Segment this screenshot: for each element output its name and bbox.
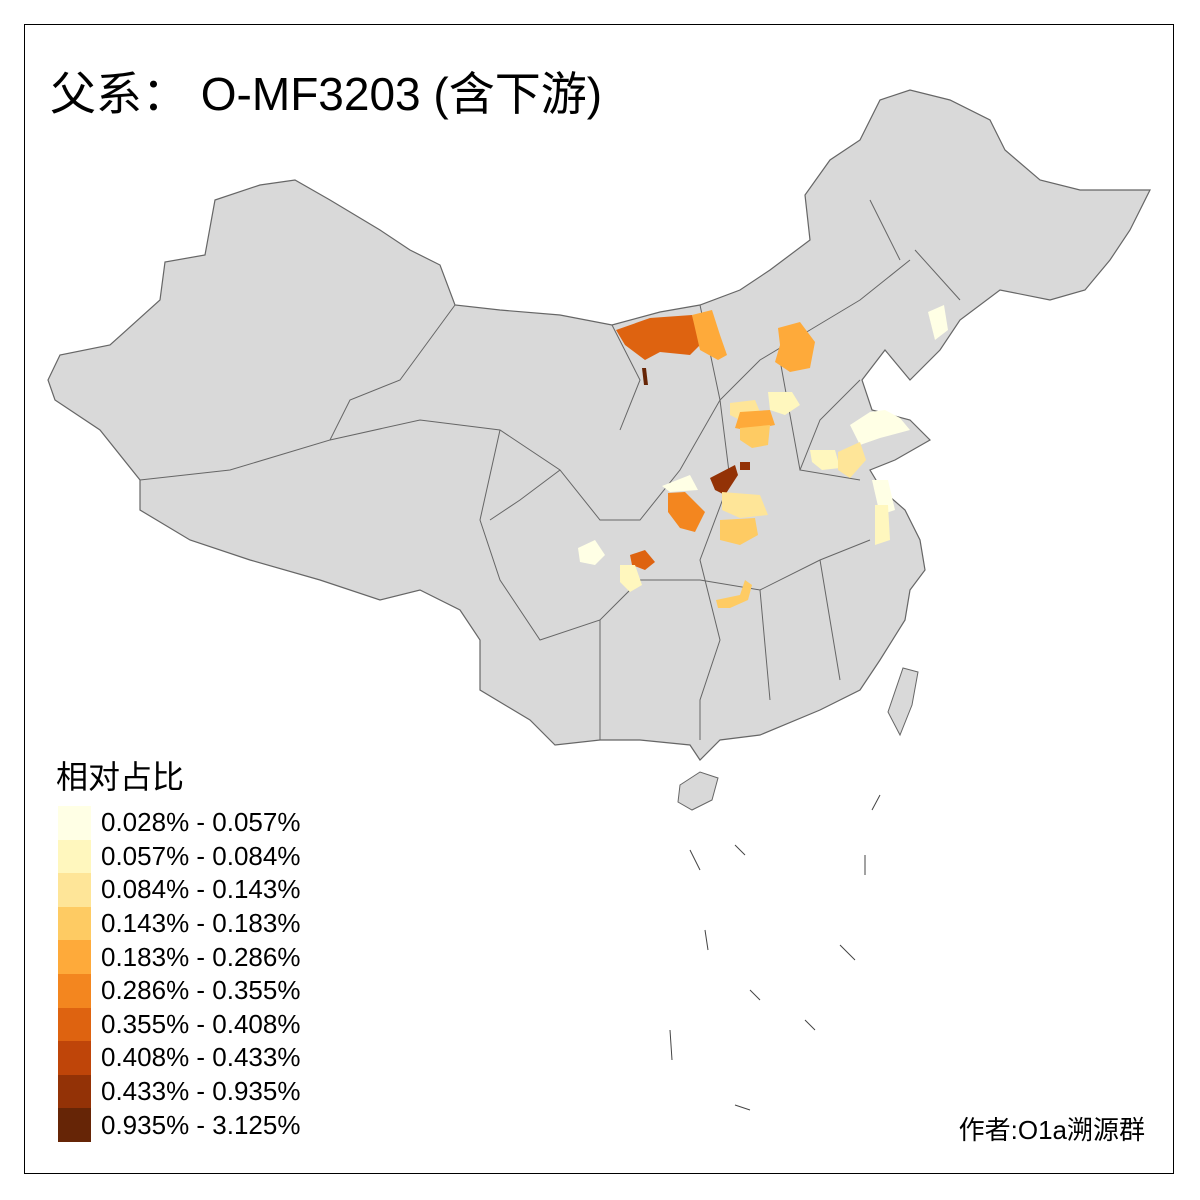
legend-label: 0.408% - 0.433% xyxy=(101,1042,301,1073)
map-title: 父系： O-MF3203 (含下游) xyxy=(50,68,603,120)
region-shape xyxy=(875,505,890,545)
region-shape xyxy=(928,305,948,340)
legend-swatch xyxy=(58,1074,91,1109)
region-shape xyxy=(768,392,800,415)
region-shape xyxy=(692,310,727,360)
region-shape xyxy=(662,475,698,492)
region-shape xyxy=(872,480,895,515)
region-shape xyxy=(775,322,815,372)
region-shape xyxy=(810,450,840,470)
region-shape xyxy=(838,442,866,478)
region-shape xyxy=(578,540,605,565)
legend-swatch xyxy=(58,839,91,874)
legend-swatch xyxy=(58,1108,91,1142)
legend-item: 0.143% - 0.183% xyxy=(58,906,301,941)
legend-swatch xyxy=(58,873,91,907)
legend-label: 0.084% - 0.143% xyxy=(101,874,301,905)
legend-label: 0.355% - 0.408% xyxy=(101,1008,301,1039)
taiwan-island xyxy=(887,667,919,737)
legend-label: 0.028% - 0.057% xyxy=(101,807,301,838)
legend-swatch xyxy=(58,973,91,1008)
plot-frame xyxy=(24,24,1174,1174)
legend-label: 0.935% - 3.125% xyxy=(101,1109,301,1140)
region-shape xyxy=(722,492,768,518)
legend: 0.028% - 0.057% 0.057% - 0.084% 0.084% - 0… xyxy=(58,806,300,1142)
region-shape xyxy=(668,492,705,532)
legend-item: 0.408% - 0.433% xyxy=(58,1041,300,1075)
legend-label: 0.057% - 0.084% xyxy=(101,840,301,871)
legend-item: 0.084% - 0.143% xyxy=(58,873,300,907)
legend-item: 0.028% - 0.057% xyxy=(58,806,300,840)
region-shape xyxy=(616,315,700,360)
legend-swatch xyxy=(58,1041,91,1075)
region-shape xyxy=(850,410,910,445)
legend-label: 0.433% - 0.935% xyxy=(101,1076,301,1107)
region-shape xyxy=(642,368,648,385)
china-mainland xyxy=(47,89,1151,761)
legend-title: 相对占比 xyxy=(56,759,185,795)
legend-swatch xyxy=(58,906,91,941)
region-shape xyxy=(620,565,642,592)
legend-item: 0.935% - 3.125% xyxy=(58,1108,300,1142)
legend-swatch xyxy=(58,940,91,974)
legend-label: 0.183% - 0.286% xyxy=(101,941,301,972)
region-shape xyxy=(630,550,655,570)
legend-item: 0.057% - 0.084% xyxy=(58,839,301,874)
south-china-sea-islands xyxy=(669,794,881,1111)
hainan-island xyxy=(677,771,719,811)
region-shape xyxy=(740,462,750,470)
region-shape xyxy=(740,425,770,448)
legend-label: 0.286% - 0.355% xyxy=(101,975,301,1006)
legend-item: 0.183% - 0.286% xyxy=(58,940,300,974)
legend-swatch xyxy=(58,1007,91,1042)
region-shape xyxy=(735,410,775,430)
region-shape xyxy=(720,518,758,545)
author-credit: 作者:O1a溯源群 xyxy=(958,1115,1145,1145)
legend-item: 0.355% - 0.408% xyxy=(58,1007,301,1042)
region-shape xyxy=(710,465,738,495)
legend-label: 0.143% - 0.183% xyxy=(101,908,301,939)
colored-regions xyxy=(578,305,948,608)
region-shape xyxy=(716,580,752,608)
legend-swatch xyxy=(58,806,91,840)
legend-item: 0.433% - 0.935% xyxy=(58,1074,301,1109)
legend-item: 0.286% - 0.355% xyxy=(58,973,301,1008)
